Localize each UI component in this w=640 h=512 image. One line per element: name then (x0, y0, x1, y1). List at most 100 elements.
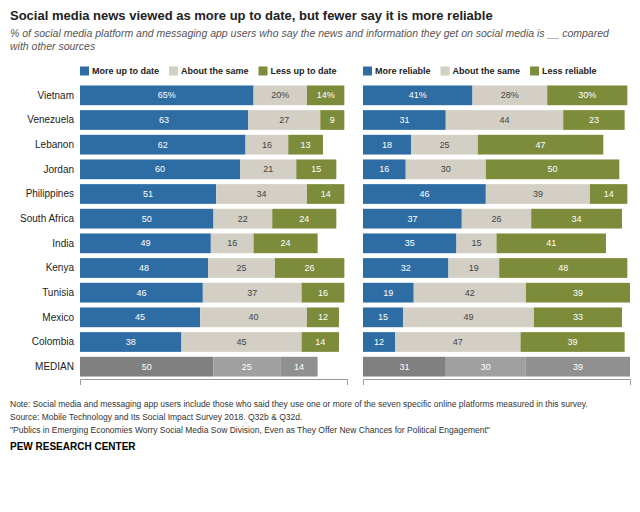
bars (80, 85, 344, 376)
bar (363, 357, 446, 377)
bar (240, 159, 296, 179)
legend-item: Less up to date (259, 66, 337, 76)
data-label: 13 (301, 140, 311, 150)
data-label: 47 (536, 140, 546, 150)
x-axis-line (81, 380, 348, 386)
data-label: 39 (568, 337, 578, 347)
footer: Note: Social media and messaging app use… (0, 397, 640, 452)
data-label: 46 (419, 189, 429, 199)
data-label: 24 (299, 214, 309, 224)
data-label: 47 (453, 337, 463, 347)
data-label: 9 (330, 115, 335, 125)
annotation: Source: Mobile Technology and Its Social… (0, 410, 640, 423)
bar (200, 307, 307, 327)
bar (547, 85, 627, 105)
y-tick: Lebanon (35, 139, 80, 150)
data-label: 15 (471, 238, 481, 248)
y-tick: Vietnam (37, 90, 80, 101)
data-label: 50 (142, 362, 152, 372)
bar (521, 332, 625, 352)
bar (203, 283, 302, 303)
legend-swatch (80, 67, 89, 76)
data-label: 32 (401, 263, 411, 273)
y-tick-label: MEDIAN (35, 361, 74, 372)
data-label: 63 (159, 115, 169, 125)
annotation: PEW RESEARCH CENTER (0, 436, 640, 452)
data-label: 42 (465, 288, 475, 298)
bar (280, 357, 317, 377)
bar (526, 357, 630, 377)
data-label: 12 (374, 337, 384, 347)
data-label: 30 (441, 164, 451, 174)
bar (275, 258, 344, 278)
bars (363, 85, 630, 376)
data-label: 26 (491, 214, 501, 224)
x-axis-line (364, 380, 631, 386)
bar (534, 307, 622, 327)
bar (307, 85, 344, 105)
data-label: 48 (558, 263, 568, 273)
data-label: 25 (237, 263, 247, 273)
bar (80, 159, 240, 179)
subtitle: % of social media platform and messaging… (0, 23, 640, 53)
data-label: 44 (500, 115, 510, 125)
data-label: 31 (399, 115, 409, 125)
y-tick-label: India (52, 238, 74, 249)
bar (307, 184, 344, 204)
x-axis (81, 380, 348, 386)
bar (499, 258, 627, 278)
annotation: "Publics in Emerging Economies Worry Soc… (0, 423, 640, 436)
bar (302, 283, 345, 303)
bar (531, 209, 622, 229)
legend-label: More up to date (92, 66, 159, 76)
bar (80, 85, 254, 105)
data-label: 25 (242, 362, 252, 372)
legend-swatch (363, 67, 372, 76)
bar (526, 283, 630, 303)
data-label: 48 (139, 263, 149, 273)
bar (478, 135, 603, 155)
data-label: 16 (318, 288, 328, 298)
chart-area: 65%636260515049484645385020%271621342216… (0, 53, 640, 397)
y-tick-label: Colombia (32, 336, 75, 347)
data-label: 65% (158, 90, 176, 100)
bar (296, 159, 336, 179)
data-label: 23 (589, 115, 599, 125)
chart-svg: 65%636260515049484645385020%271621342216… (0, 53, 640, 393)
bar (446, 110, 563, 130)
bar (248, 110, 320, 130)
y-tick-label: Philippines (26, 188, 74, 199)
data-label: 50 (548, 164, 558, 174)
legend-label: About the same (181, 66, 249, 76)
bar (214, 209, 273, 229)
data-label: 62 (158, 140, 168, 150)
bar (563, 110, 624, 130)
bar (320, 110, 344, 130)
legend-item: Less reliable (530, 66, 597, 76)
data-label: 14 (315, 337, 325, 347)
data-label: 21 (263, 164, 273, 174)
y-tick-label: Lebanon (35, 139, 74, 150)
data-label: 14 (294, 362, 304, 372)
legend-item: About the same (169, 66, 249, 76)
bar (80, 184, 216, 204)
legend-label: More reliable (375, 66, 431, 76)
bar (254, 233, 318, 253)
bar (208, 258, 275, 278)
legend-swatch (530, 67, 539, 76)
bar (363, 233, 456, 253)
data-label: 20% (271, 90, 289, 100)
data-label: 39 (533, 189, 543, 199)
data-label: 30 (481, 362, 491, 372)
legend-item: About the same (441, 66, 521, 76)
bar (395, 332, 520, 352)
bar (363, 307, 403, 327)
data-label: 15 (311, 164, 321, 174)
data-label: 33 (573, 312, 583, 322)
bar (462, 209, 531, 229)
data-label: 24 (281, 238, 291, 248)
bar (486, 159, 620, 179)
bar (497, 233, 606, 253)
legend-swatch (259, 67, 268, 76)
bar (411, 135, 478, 155)
